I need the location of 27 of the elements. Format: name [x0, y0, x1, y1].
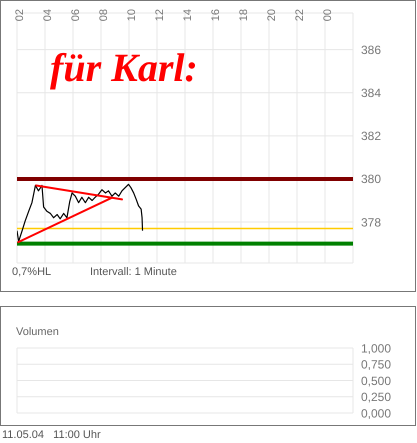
y-tick-label: 0,750: [361, 358, 392, 372]
y-tick-label: 384: [361, 86, 382, 100]
x-tick-label: 08: [98, 9, 110, 22]
y-tick-label: 0,500: [361, 374, 392, 388]
text: 11.05.04 11:00 Uhr: [2, 429, 101, 441]
x-tick-label: 10: [126, 9, 138, 22]
text: 0,7%HL: [12, 266, 52, 278]
x-tick-label: 22: [294, 9, 306, 22]
x-tick-label: 00: [322, 9, 334, 22]
y-tick-label: 386: [361, 42, 382, 57]
x-tick-label: 04: [42, 9, 54, 22]
text: für Karl:: [50, 44, 198, 91]
y-tick-label: 1,000: [361, 341, 392, 356]
x-tick-label: 18: [238, 9, 250, 22]
x-tick-label: 14: [182, 9, 194, 22]
x-tick-label: 02: [14, 9, 26, 22]
x-tick-label: 20: [266, 9, 278, 22]
chart-title: Volumen: [16, 326, 59, 338]
x-tick-label: 16: [210, 9, 222, 22]
x-tick-label: 12: [154, 9, 166, 22]
x-tick-label: 06: [70, 9, 82, 22]
y-tick-label: 0,250: [361, 390, 392, 404]
y-tick-label: 382: [361, 129, 382, 144]
y-tick-label: 380: [361, 172, 382, 186]
text: Intervall: 1 Minute: [90, 266, 177, 278]
y-tick-label: 378: [361, 215, 382, 230]
y-tick-label: 0,000: [361, 406, 392, 420]
